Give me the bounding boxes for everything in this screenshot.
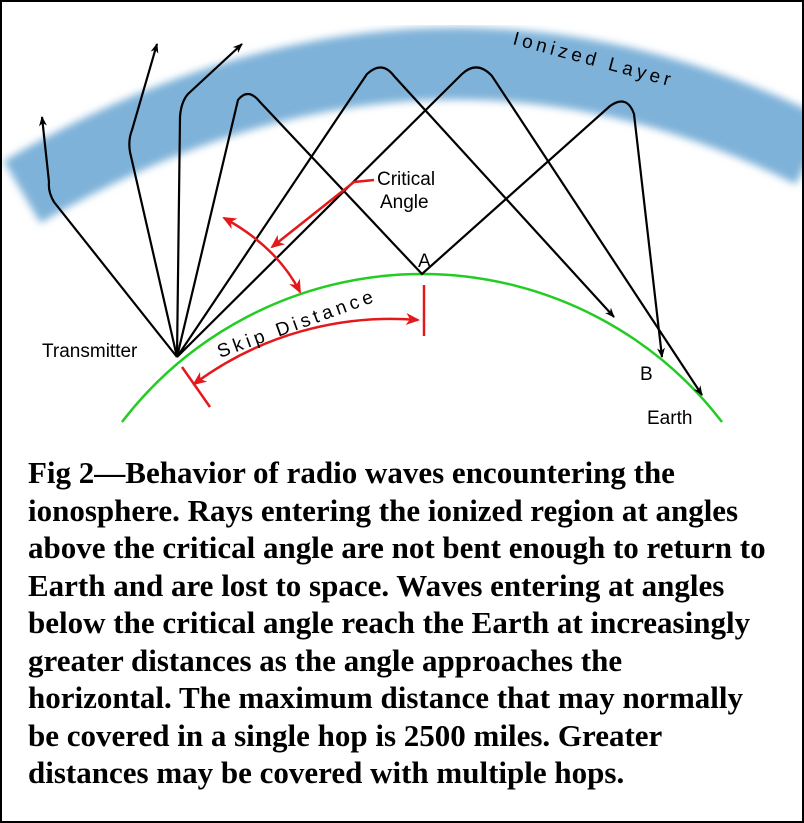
caption-line: be covered in a single hop is 2500 miles… xyxy=(28,717,663,753)
critical-angle-pointer xyxy=(270,178,375,249)
ray xyxy=(175,92,665,358)
caption-line: Fig 2—Behavior of radio waves encounteri… xyxy=(28,455,675,490)
point-a-label: A xyxy=(418,251,431,272)
annotations xyxy=(180,178,426,408)
caption-line: below the critical angle reach the Earth… xyxy=(28,605,751,640)
caption: Fig 2—Behavior of radio waves encounteri… xyxy=(28,454,798,792)
ray xyxy=(128,43,179,358)
skip-distance-arc xyxy=(192,313,420,386)
critical-angle-label: Angle xyxy=(380,192,429,213)
caption-line: greater distances as the angle approache… xyxy=(28,642,623,678)
ray xyxy=(175,43,243,358)
ionized-layer xyxy=(3,27,802,224)
ray xyxy=(176,66,703,396)
caption-line: Earth and are lost to space. Waves enter… xyxy=(28,567,725,603)
transmitter-label: Transmitter xyxy=(42,341,138,362)
earth-surface xyxy=(121,272,723,423)
ray xyxy=(38,116,178,358)
caption-line: horizontal. The maximum distance that ma… xyxy=(28,680,743,715)
rays xyxy=(38,43,703,396)
critical-angle-label: Critical xyxy=(377,169,435,190)
caption-line: above the critical angle are not bent en… xyxy=(28,530,766,565)
skip-distance-label: Skip Distance xyxy=(215,285,380,362)
diagram: Ionized Layer Critical Angle A B Transmi… xyxy=(3,27,802,429)
caption-line: ionosphere. Rays entering the ionized re… xyxy=(28,492,739,528)
point-b-label: B xyxy=(640,364,653,385)
skip-tick xyxy=(180,366,212,408)
critical-angle-arc xyxy=(222,216,302,294)
earth-label: Earth xyxy=(647,408,692,429)
ray xyxy=(176,66,615,358)
caption-line: distances may be covered with multiple h… xyxy=(28,755,625,790)
